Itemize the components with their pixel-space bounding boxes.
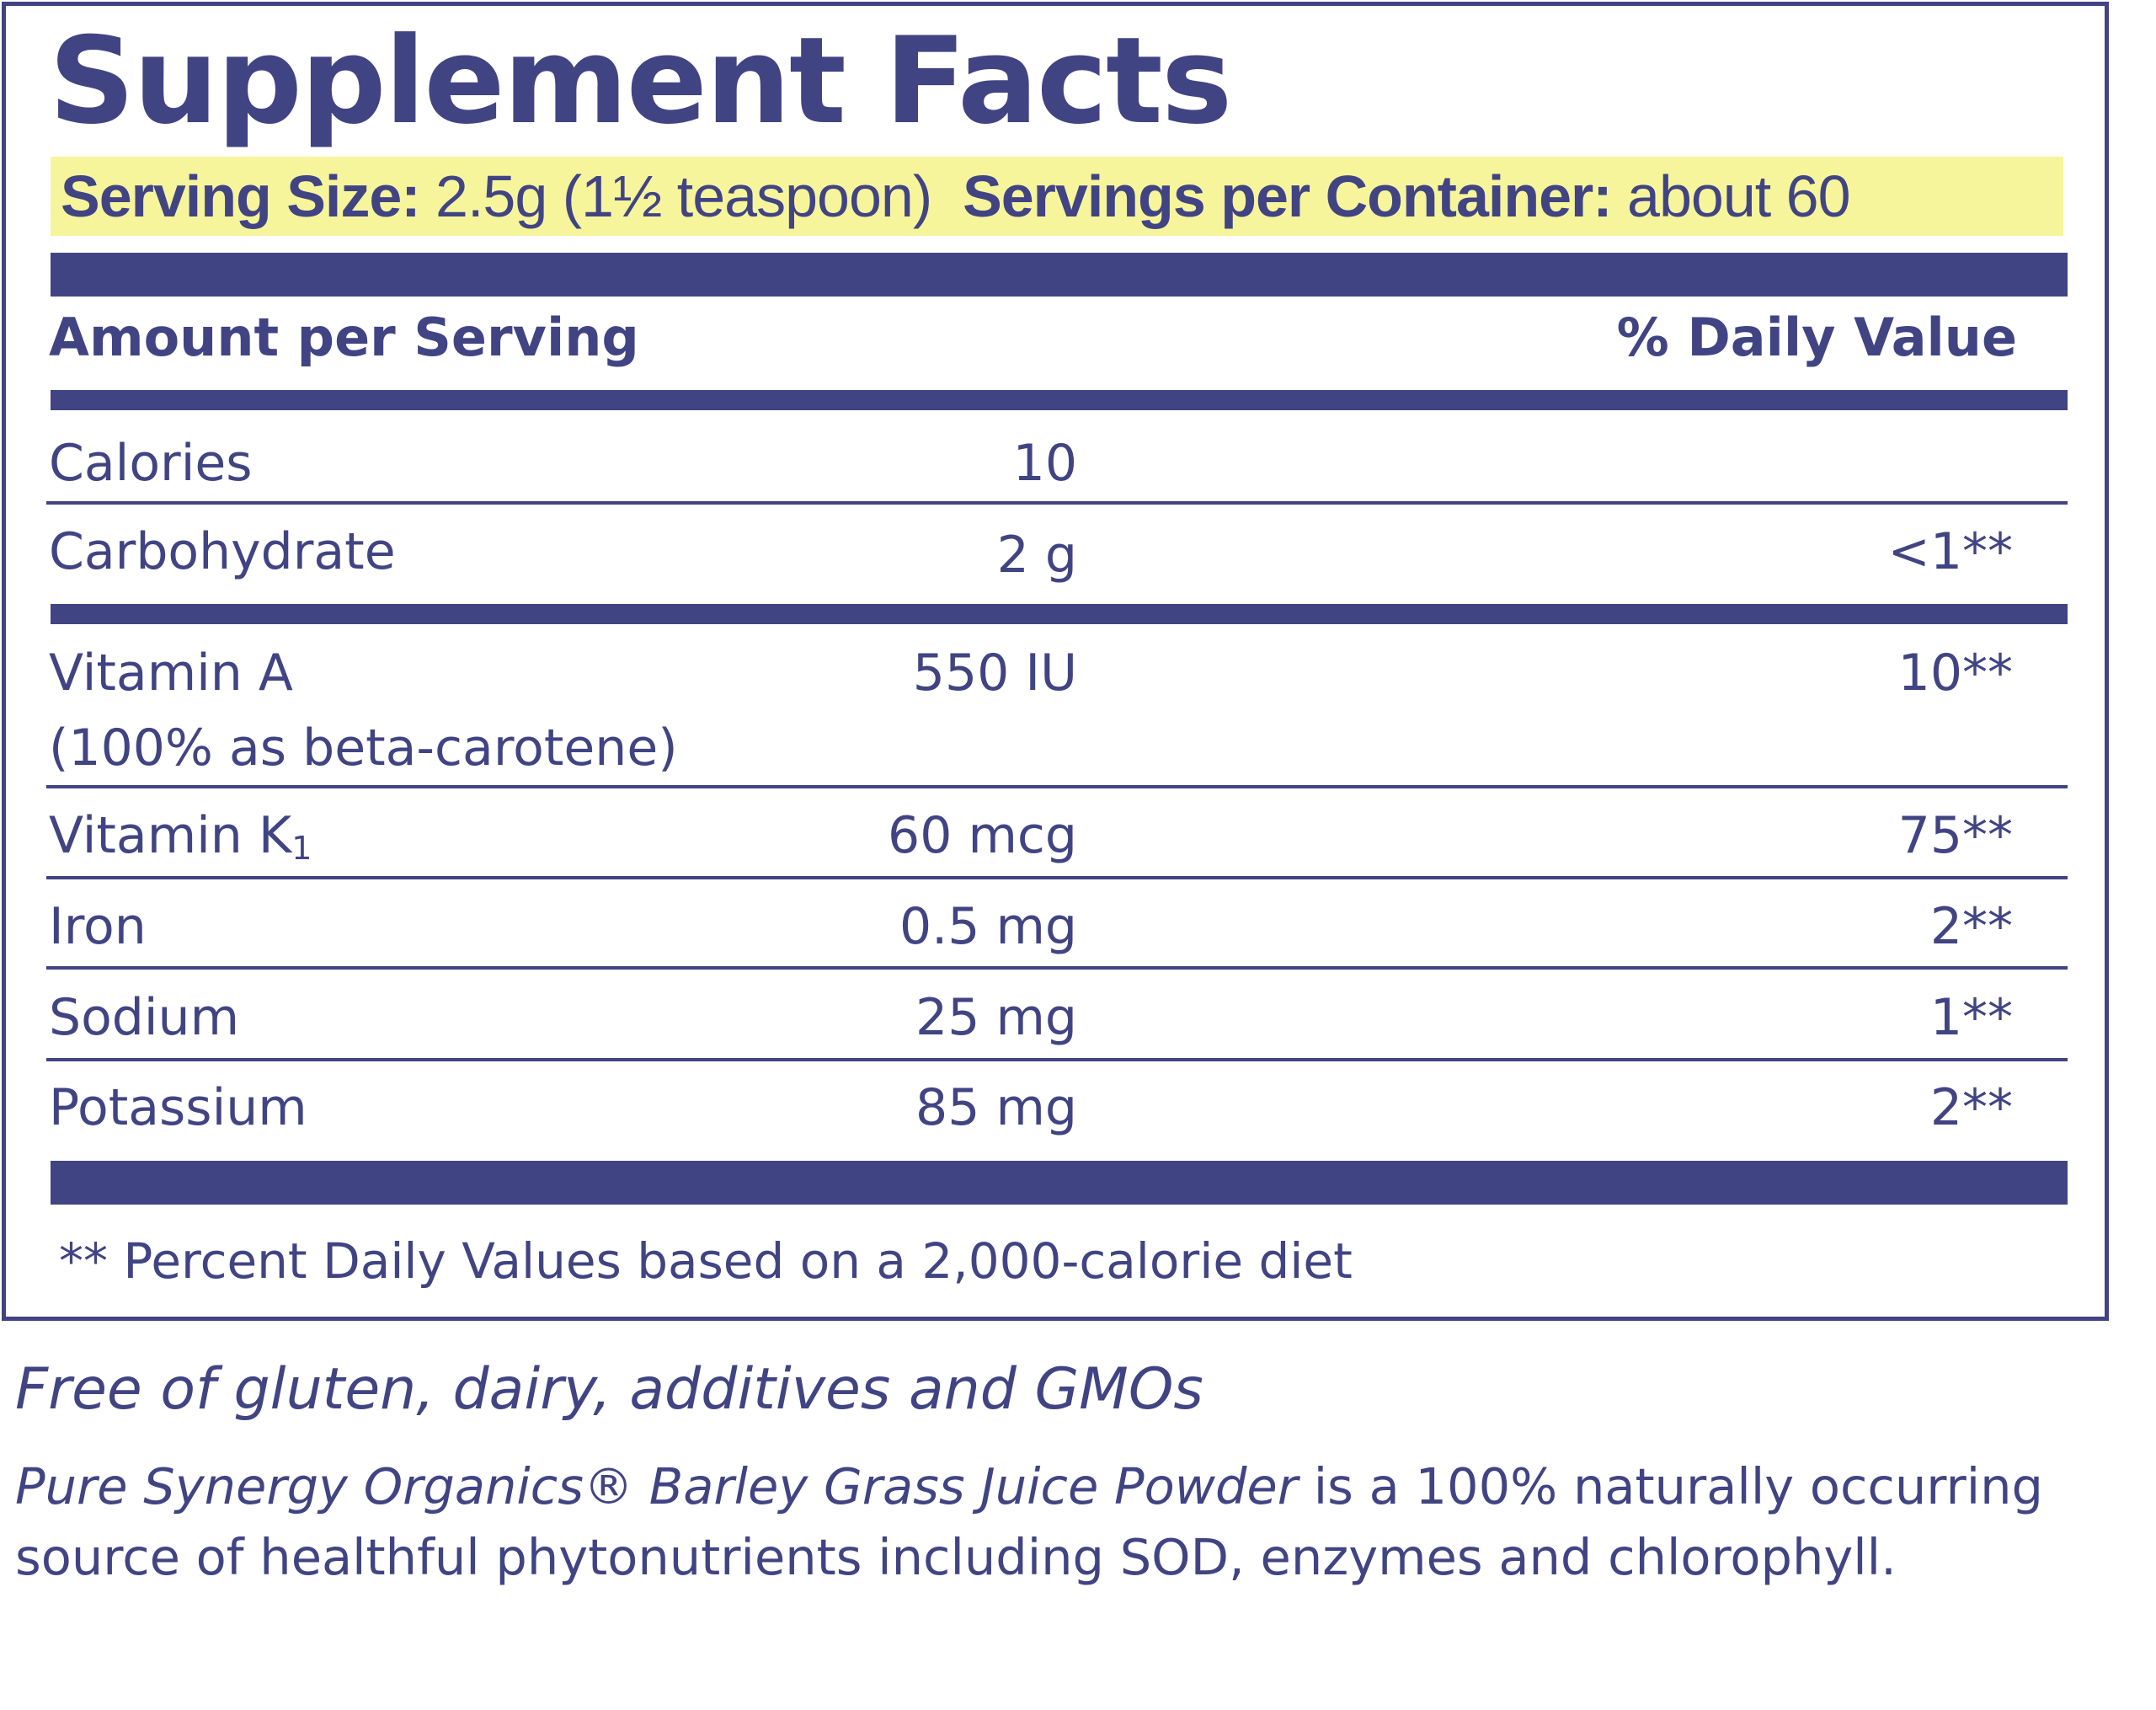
nutrient-name: Sodium xyxy=(49,988,240,1047)
serving-size-label: Serving Size: xyxy=(61,163,421,229)
daily-value-header: % Daily Value xyxy=(1616,307,2017,368)
nutrient-name: Vitamin K1 xyxy=(49,806,312,878)
panel-title: Supplement Facts xyxy=(49,12,1232,151)
vitamin-k-label: Vitamin K xyxy=(49,806,292,865)
nutrient-amount: 2 g xyxy=(996,526,1077,585)
amount-per-serving-header: Amount per Serving xyxy=(49,307,639,368)
nutrient-daily-value: 75** xyxy=(1897,806,2013,865)
serving-info: Serving Size: 2.5g (1½ teaspoon) Serving… xyxy=(51,157,2063,236)
row-divider xyxy=(46,785,2068,788)
servings-per-container-value: about 60 xyxy=(1627,163,1850,229)
nutrient-daily-value: 2** xyxy=(1929,1078,2013,1137)
free-of-statement: Free of gluten, dairy, additives and GMO… xyxy=(15,1356,1203,1423)
nutrient-amount: 25 mg xyxy=(915,988,1077,1047)
nutrient-daily-value: <1** xyxy=(1887,522,2013,581)
footnote: ** Percent Daily Values based on a 2,000… xyxy=(59,1232,1353,1290)
product-name: Pure Synergy Organics® Barley Grass Juic… xyxy=(15,1457,1298,1515)
thick-divider xyxy=(51,1161,2068,1205)
nutrient-amount: 550 IU xyxy=(912,644,1077,703)
medium-divider xyxy=(51,390,2068,410)
nutrient-daily-value: 1** xyxy=(1929,988,2013,1047)
row-divider xyxy=(46,501,2068,505)
supplement-facts-panel xyxy=(2,2,2109,1321)
vitamin-k-subscript: 1 xyxy=(291,830,312,867)
medium-divider xyxy=(51,604,2068,624)
nutrient-amount: 0.5 mg xyxy=(899,897,1077,956)
nutrient-daily-value: 2** xyxy=(1929,897,2013,956)
product-description: Pure Synergy Organics® Barley Grass Juic… xyxy=(15,1451,2121,1593)
nutrient-name: Carbohydrate xyxy=(49,522,396,581)
nutrient-daily-value: 10** xyxy=(1897,644,2013,703)
nutrient-name: Calories xyxy=(49,434,253,493)
nutrient-name-detail: (100% as beta-carotene) xyxy=(49,719,678,778)
nutrient-name: Potassium xyxy=(49,1078,307,1137)
thick-divider xyxy=(51,253,2068,297)
nutrient-amount: 10 xyxy=(1012,434,1077,493)
description-text: is a 100% naturally occurring source of … xyxy=(15,1457,2043,1586)
row-divider xyxy=(46,966,2068,970)
row-divider xyxy=(46,876,2068,879)
nutrient-amount: 60 mcg xyxy=(888,806,1077,865)
servings-per-container-label: Servings per Container: xyxy=(963,163,1613,229)
serving-size-value: 2.5g (1½ teaspoon) xyxy=(435,163,932,229)
nutrient-name: Vitamin A xyxy=(49,644,293,703)
row-divider xyxy=(46,1058,2068,1061)
nutrient-name: Iron xyxy=(49,897,147,956)
nutrient-amount: 85 mg xyxy=(915,1078,1077,1137)
